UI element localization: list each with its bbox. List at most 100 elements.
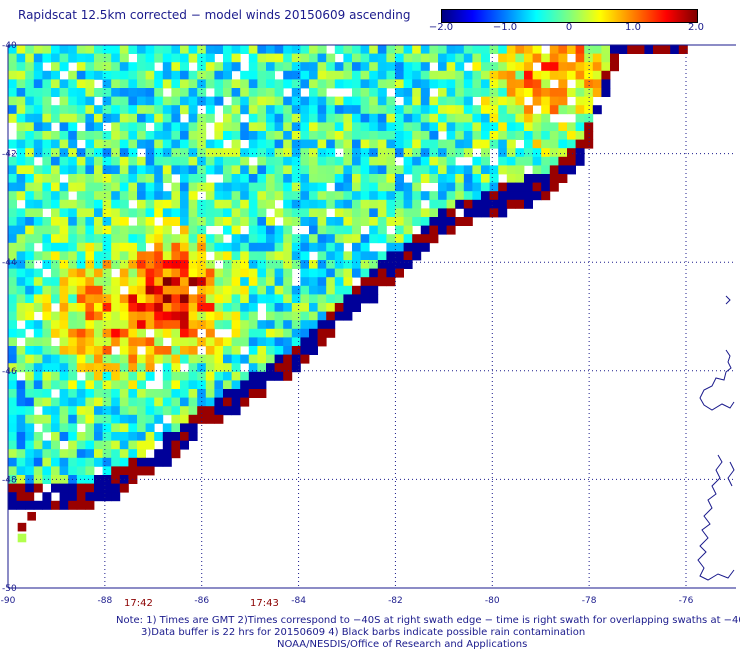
- heatmap-cell: [377, 260, 387, 269]
- heatmap-cell: [76, 277, 86, 287]
- heatmap-cell: [102, 294, 112, 304]
- heatmap-cell: [51, 251, 60, 261]
- heatmap-cell: [25, 79, 35, 89]
- heatmap-cell: [352, 260, 361, 269]
- heatmap-cell: [154, 191, 164, 201]
- heatmap-cell: [25, 105, 35, 115]
- heatmap-cell: [549, 62, 559, 72]
- heatmap-cell: [317, 62, 327, 72]
- heatmap-cell: [524, 79, 533, 89]
- heatmap-cell: [248, 148, 258, 158]
- heatmap-cell: [171, 277, 181, 287]
- heatmap-cell: [395, 88, 404, 97]
- heatmap-cell: [248, 346, 258, 355]
- heatmap-cell: [171, 389, 181, 398]
- heatmap-cell: [68, 79, 78, 89]
- heatmap-cell: [128, 165, 138, 175]
- x-tick-label: -88: [98, 596, 113, 606]
- heatmap-cell: [360, 70, 370, 80]
- heatmap-cell: [386, 242, 396, 252]
- heatmap-cell: [119, 122, 129, 132]
- heatmap-cell: [154, 406, 164, 416]
- heatmap-cell: [8, 346, 17, 355]
- heatmap-cell: [214, 268, 224, 278]
- heatmap-cell: [68, 346, 78, 355]
- heatmap-cell: [472, 113, 482, 123]
- heatmap-cell: [8, 354, 17, 364]
- heatmap-cell: [145, 389, 155, 398]
- heatmap-cell: [102, 260, 112, 269]
- heatmap-cell: [119, 217, 129, 226]
- heatmap-cell: [472, 70, 482, 80]
- heatmap-cell: [25, 199, 35, 209]
- heatmap-cell: [240, 174, 250, 183]
- heatmap-cell: [291, 217, 301, 226]
- heatmap-cell: [162, 105, 172, 115]
- heatmap-cell: [231, 337, 241, 347]
- heatmap-cell: [463, 88, 473, 97]
- heatmap-cell: [25, 285, 35, 295]
- heatmap-cell: [171, 131, 181, 140]
- heatmap-cell: [326, 79, 336, 89]
- heatmap-cell: [274, 311, 284, 321]
- heatmap-cell: [42, 45, 52, 54]
- heatmap-cell: [111, 156, 121, 166]
- heatmap-cell: [51, 466, 60, 476]
- heatmap-cell: [154, 45, 164, 54]
- heatmap-cell: [76, 466, 86, 476]
- heatmap-cell: [274, 303, 284, 312]
- heatmap-cell: [85, 311, 95, 321]
- heatmap-cell: [119, 191, 129, 201]
- heatmap-cell: [154, 53, 164, 63]
- heatmap-cell: [343, 260, 353, 269]
- heatmap-cell: [283, 113, 293, 123]
- heatmap-cell: [506, 105, 516, 115]
- heatmap-cell: [360, 62, 370, 72]
- heatmap-cell: [317, 337, 327, 347]
- heatmap-cell: [412, 208, 422, 218]
- heatmap-cells: [8, 45, 688, 543]
- heatmap-cell: [395, 260, 404, 269]
- heatmap-cell: [386, 174, 396, 183]
- heatmap-cell: [102, 225, 112, 235]
- heatmap-cell: [300, 354, 310, 364]
- heatmap-cell: [455, 217, 465, 226]
- heatmap-cell: [102, 277, 112, 287]
- heatmap-cell: [463, 139, 473, 149]
- heatmap-cell: [119, 156, 129, 166]
- heatmap-cell: [240, 268, 250, 278]
- heatmap-cell: [575, 96, 585, 106]
- heatmap-cell: [309, 303, 318, 312]
- heatmap-cell: [16, 242, 26, 252]
- heatmap-cell: [274, 156, 284, 166]
- heatmap-cell: [68, 156, 78, 166]
- heatmap-cell: [231, 88, 241, 97]
- heatmap-cell: [472, 79, 482, 89]
- heatmap-cell: [119, 414, 129, 424]
- heatmap-cell: [102, 242, 112, 252]
- heatmap-cell: [102, 199, 112, 209]
- heatmap-cell: [472, 53, 482, 63]
- heatmap-cell: [171, 440, 181, 450]
- heatmap-cell: [8, 70, 17, 80]
- heatmap-cell: [137, 165, 146, 175]
- heatmap-cell: [111, 62, 121, 72]
- heatmap-cell: [68, 113, 78, 123]
- heatmap-cell: [248, 208, 258, 218]
- heatmap-cell: [266, 199, 275, 209]
- heatmap-cell: [317, 96, 327, 106]
- heatmap-cell: [188, 225, 198, 235]
- heatmap-cell: [51, 113, 60, 123]
- heatmap-cell: [420, 156, 430, 166]
- heatmap-cell: [498, 165, 508, 175]
- heatmap-cell: [119, 79, 129, 89]
- heatmap-cell: [145, 406, 155, 416]
- heatmap-cell: [128, 122, 138, 132]
- heatmap-cell: [446, 79, 456, 89]
- heatmap-cell: [188, 311, 198, 321]
- heatmap-cell: [51, 156, 60, 166]
- heatmap-cell: [51, 174, 60, 183]
- heatmap-cell: [257, 217, 267, 226]
- heatmap-cell: [154, 337, 164, 347]
- heatmap-cell: [283, 320, 293, 330]
